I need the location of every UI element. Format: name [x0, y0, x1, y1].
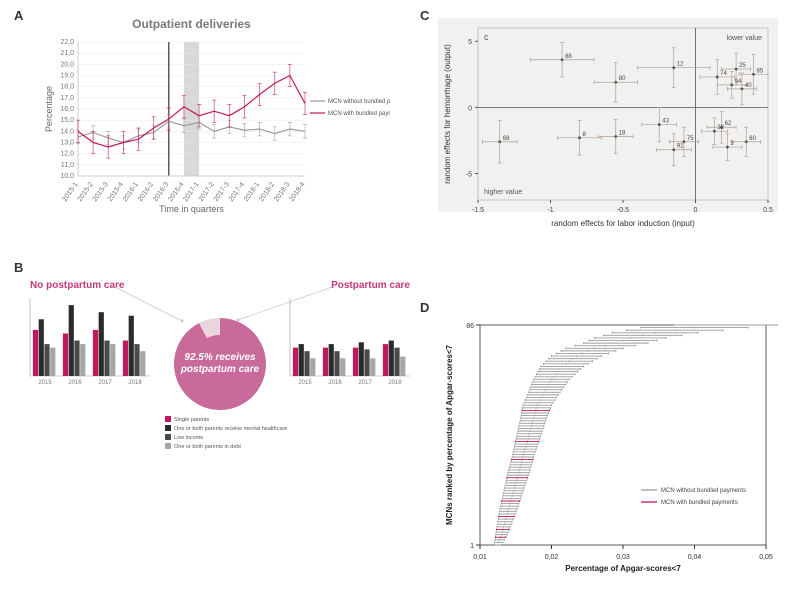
- svg-text:MCN with bundled payments: MCN with bundled payments: [661, 500, 738, 506]
- svg-text:Time in quarters: Time in quarters: [159, 204, 224, 214]
- svg-text:One or both parents in debt: One or both parents in debt: [174, 444, 241, 450]
- svg-text:0,05: 0,05: [759, 554, 773, 561]
- svg-text:18,0: 18,0: [60, 84, 74, 91]
- svg-text:13,0: 13,0: [60, 140, 74, 147]
- svg-text:2017: 2017: [358, 380, 372, 386]
- svg-text:92.5% receives: 92.5% receives: [184, 352, 256, 363]
- svg-text:16,0: 16,0: [60, 106, 74, 113]
- panel-b-label: B: [14, 260, 23, 275]
- svg-text:60: 60: [749, 136, 756, 142]
- svg-text:0,02: 0,02: [545, 554, 559, 561]
- svg-text:15,0: 15,0: [60, 117, 74, 124]
- svg-text:Percentage: Percentage: [44, 86, 54, 132]
- svg-text:14,0: 14,0: [60, 128, 74, 135]
- svg-text:2016: 2016: [328, 380, 342, 386]
- svg-text:62: 62: [725, 121, 732, 127]
- svg-text:10,0: 10,0: [60, 173, 74, 180]
- svg-text:-5: -5: [466, 172, 472, 179]
- svg-text:Single parents: Single parents: [174, 417, 209, 423]
- svg-text:75: 75: [687, 136, 694, 142]
- svg-text:c: c: [484, 32, 489, 42]
- svg-text:86: 86: [466, 323, 474, 330]
- svg-text:0.5: 0.5: [763, 207, 773, 214]
- svg-text:18: 18: [619, 130, 626, 136]
- svg-text:74: 74: [720, 71, 727, 77]
- panel-c: c -1.5 -1 -0.5 0 0.5 -5 0 5 lower value higher val…: [438, 18, 778, 230]
- svg-text:22,0: 22,0: [60, 39, 74, 46]
- svg-text:94: 94: [735, 79, 742, 85]
- svg-text:lower value: lower value: [727, 35, 763, 42]
- svg-text:1: 1: [470, 543, 474, 550]
- svg-text:No postpartum care: No postpartum care: [30, 280, 125, 291]
- svg-text:5: 5: [468, 39, 472, 46]
- svg-text:20,0: 20,0: [60, 61, 74, 68]
- svg-text:MCN with bundled payments: MCN with bundled payments: [328, 111, 390, 117]
- svg-text:25: 25: [739, 63, 746, 69]
- svg-text:2018: 2018: [128, 380, 142, 386]
- svg-text:0: 0: [468, 105, 472, 112]
- svg-text:postpartum care: postpartum care: [180, 364, 260, 375]
- svg-text:0,04: 0,04: [688, 554, 702, 561]
- panel-b: No postpartum care Postpartum care 92.5% r…: [20, 276, 420, 466]
- svg-text:2015: 2015: [38, 380, 52, 386]
- svg-text:2016: 2016: [68, 380, 82, 386]
- svg-text:19,0: 19,0: [60, 73, 74, 80]
- svg-text:68: 68: [503, 136, 510, 142]
- svg-text:-1: -1: [547, 207, 553, 214]
- svg-text:MCNs ranked by percentage of A: MCNs ranked by percentage of Apgar-score…: [445, 344, 454, 525]
- svg-text:One or both parents receive me: One or both parents receive mental healt…: [174, 426, 287, 432]
- svg-text:Outpatient deliveries: Outpatient deliveries: [132, 17, 251, 31]
- svg-text:MCN without bundled payments: MCN without bundled payments: [328, 99, 390, 105]
- svg-text:Postpartum care: Postpartum care: [331, 280, 410, 291]
- svg-text:91: 91: [677, 144, 684, 150]
- panel-a-label: A: [14, 8, 23, 23]
- svg-text:12,0: 12,0: [60, 151, 74, 158]
- svg-text:88: 88: [565, 54, 572, 60]
- svg-text:2018: 2018: [388, 380, 402, 386]
- svg-text:12: 12: [677, 62, 684, 68]
- svg-text:32: 32: [717, 125, 724, 131]
- panel-d-label: D: [420, 300, 429, 315]
- panel-a: Outpatient deliveries 10,0 11,0 12,0 13,0 14,…: [40, 14, 390, 214]
- svg-text:-1.5: -1.5: [472, 207, 484, 214]
- svg-text:random effects for labor induc: random effects for labor induction (inpu…: [551, 219, 695, 228]
- svg-text:Percentage of Apgar-scores<7: Percentage of Apgar-scores<7: [565, 564, 681, 573]
- svg-text:MCN without bundled payments: MCN without bundled payments: [661, 488, 746, 494]
- svg-text:-0.5: -0.5: [617, 207, 629, 214]
- panel-d: 0,01 0,02 0,03 0,04 0,05 1 86 Percentage of Apg…: [438, 315, 778, 575]
- svg-text:80: 80: [619, 76, 626, 82]
- svg-text:43: 43: [662, 119, 669, 125]
- svg-text:0,01: 0,01: [473, 554, 487, 561]
- svg-text:higher value: higher value: [484, 189, 522, 196]
- svg-text:21,0: 21,0: [60, 50, 74, 57]
- svg-text:0: 0: [694, 207, 698, 214]
- svg-text:11,0: 11,0: [61, 162, 74, 169]
- svg-text:85: 85: [757, 68, 764, 74]
- panel-c-label: C: [420, 8, 429, 23]
- svg-text:2015: 2015: [298, 380, 312, 386]
- svg-text:40: 40: [745, 83, 752, 89]
- svg-text:17,0: 17,0: [60, 95, 74, 102]
- svg-text:Low income: Low income: [174, 435, 203, 441]
- svg-text:2018-4: 2018-4: [288, 181, 306, 203]
- svg-text:2017: 2017: [98, 380, 112, 386]
- svg-text:0,03: 0,03: [616, 554, 630, 561]
- svg-text:random effects for hemorrhage: random effects for hemorrhage (output): [443, 44, 452, 184]
